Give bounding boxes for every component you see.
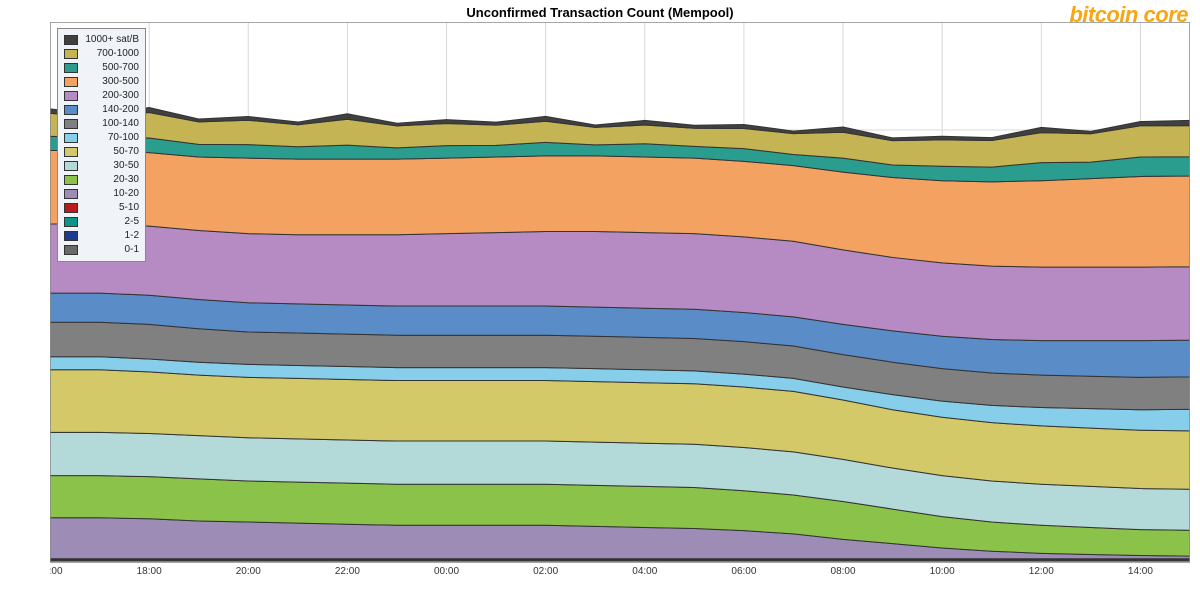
legend-item: 200-300 (64, 89, 139, 103)
legend-label: 30-50 (84, 159, 139, 173)
legend-item: 10-20 (64, 187, 139, 201)
legend-label: 5-10 (84, 201, 139, 215)
legend-swatch (64, 231, 78, 241)
legend-label: 1000+ sat/B (84, 33, 139, 47)
legend-label: 70-100 (84, 131, 139, 145)
legend-label: 300-500 (84, 75, 139, 89)
legend-label: 50-70 (84, 145, 139, 159)
legend-label: 20-30 (84, 173, 139, 187)
legend-item: 140-200 (64, 103, 139, 117)
legend-swatch (64, 175, 78, 185)
legend-item: 700-1000 (64, 47, 139, 61)
svg-text:00:00: 00:00 (434, 566, 459, 577)
legend-item: 30-50 (64, 159, 139, 173)
legend-item: 20-30 (64, 173, 139, 187)
legend-item: 300-500 (64, 75, 139, 89)
svg-text:02:00: 02:00 (533, 566, 558, 577)
legend-label: 200-300 (84, 89, 139, 103)
legend-label: 100-140 (84, 117, 139, 131)
legend-box: 1000+ sat/B700-1000500-700300-500200-300… (57, 28, 146, 262)
legend-label: 500-700 (84, 61, 139, 75)
legend-swatch (64, 217, 78, 227)
svg-text:20:00: 20:00 (236, 566, 261, 577)
legend-item: 1-2 (64, 229, 139, 243)
legend-item: 50-70 (64, 145, 139, 159)
legend-label: 10-20 (84, 187, 139, 201)
legend-label: 700-1000 (84, 47, 139, 61)
legend-swatch (64, 49, 78, 59)
svg-text:14:00: 14:00 (1128, 566, 1153, 577)
legend-swatch (64, 119, 78, 129)
stacked-area-svg: 05000010000015000020000025000016:0018:00… (50, 22, 1190, 582)
svg-text:04:00: 04:00 (632, 566, 657, 577)
legend-label: 2-5 (84, 215, 139, 229)
svg-text:22:00: 22:00 (335, 566, 360, 577)
legend-swatch (64, 133, 78, 143)
legend-swatch (64, 147, 78, 157)
svg-text:18:00: 18:00 (137, 566, 162, 577)
legend-item: 0-1 (64, 243, 139, 257)
svg-text:08:00: 08:00 (831, 566, 856, 577)
legend-item: 1000+ sat/B (64, 33, 139, 47)
svg-text:16:00: 16:00 (50, 566, 63, 577)
svg-text:06:00: 06:00 (731, 566, 756, 577)
svg-text:10:00: 10:00 (930, 566, 955, 577)
legend-swatch (64, 77, 78, 87)
legend-label: 140-200 (84, 103, 139, 117)
legend-item: 70-100 (64, 131, 139, 145)
legend-swatch (64, 245, 78, 255)
legend-label: 0-1 (84, 243, 139, 257)
legend-item: 5-10 (64, 201, 139, 215)
legend-item: 100-140 (64, 117, 139, 131)
legend-swatch (64, 91, 78, 101)
legend-label: 1-2 (84, 229, 139, 243)
legend-swatch (64, 63, 78, 73)
legend-swatch (64, 203, 78, 213)
legend-item: 500-700 (64, 61, 139, 75)
legend-swatch (64, 105, 78, 115)
chart-title: Unconfirmed Transaction Count (Mempool) (466, 5, 733, 20)
svg-text:12:00: 12:00 (1029, 566, 1054, 577)
legend-swatch (64, 35, 78, 45)
chart-area: 05000010000015000020000025000016:0018:00… (50, 22, 1190, 577)
legend-swatch (64, 189, 78, 199)
legend-swatch (64, 161, 78, 171)
legend-item: 2-5 (64, 215, 139, 229)
